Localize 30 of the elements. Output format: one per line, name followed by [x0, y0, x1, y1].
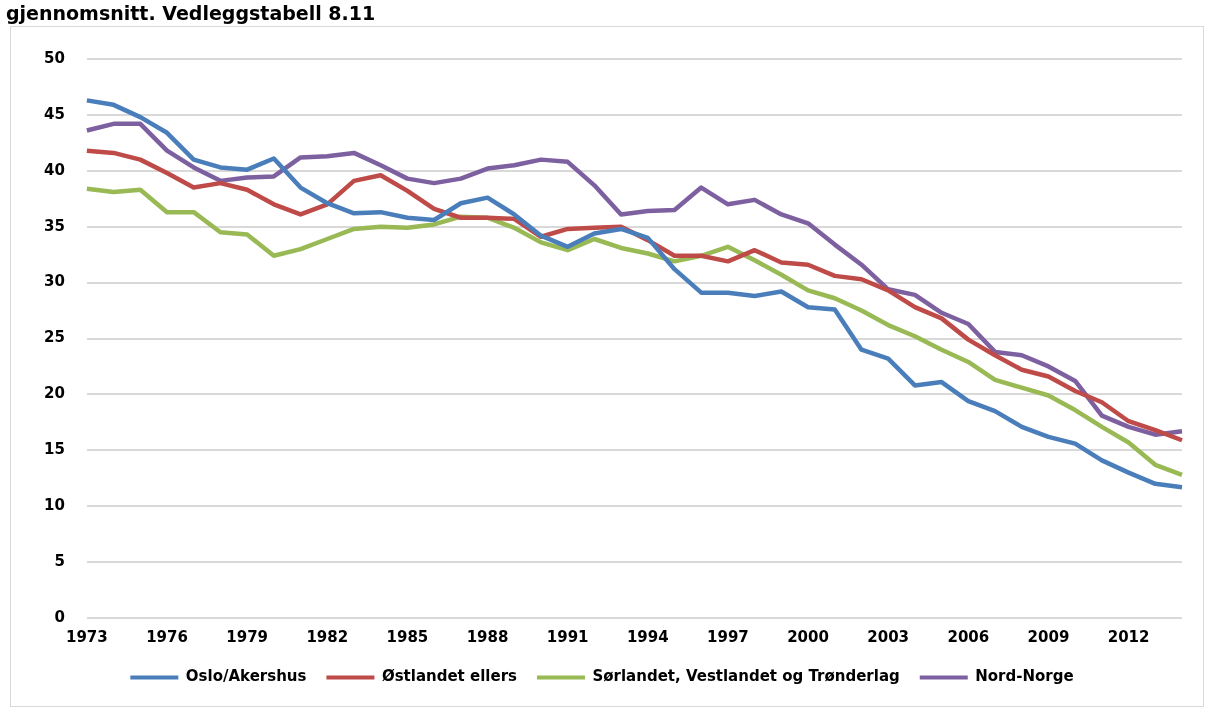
y-tick-label: 50 [44, 48, 65, 67]
legend-label: Østlandet ellers [381, 667, 518, 686]
x-tick-label: 2009 [1027, 627, 1070, 646]
y-tick-label: 45 [44, 104, 65, 123]
x-tick-label: 2000 [787, 627, 829, 646]
x-tick-label: 1979 [226, 627, 269, 646]
x-tick-label: 1973 [66, 627, 108, 646]
x-tick-label: 1976 [146, 627, 188, 646]
x-tick-label: 1988 [466, 627, 509, 646]
x-tick-label: 2012 [1107, 627, 1150, 646]
x-tick-label: 1991 [546, 627, 589, 646]
y-tick-label: 35 [44, 216, 65, 235]
x-tick-label: 1994 [626, 627, 669, 646]
legend-label: Nord-Norge [975, 667, 1074, 686]
legend-label: Sørlandet, Vestlandet og Trønderlag [592, 667, 900, 686]
x-tick-label: 2003 [867, 627, 910, 646]
x-tick-label: 1982 [306, 627, 349, 646]
y-tick-label: 10 [44, 496, 65, 515]
y-tick-label: 40 [44, 160, 65, 179]
x-tick-label: 1985 [386, 627, 429, 646]
y-tick-label: 20 [44, 384, 65, 403]
y-tick-label: 5 [54, 551, 65, 570]
y-tick-label: 0 [54, 607, 65, 626]
y-tick-label: 30 [44, 272, 65, 291]
y-tick-label: 25 [44, 328, 65, 347]
x-tick-label: 1997 [707, 627, 749, 646]
x-tick-label: 2006 [947, 627, 990, 646]
legend-label: Oslo/Akershus [185, 667, 307, 686]
chart-title: gjennomsnitt. Vedleggstabell 8.11 [6, 2, 376, 24]
y-tick-label: 15 [44, 440, 65, 459]
